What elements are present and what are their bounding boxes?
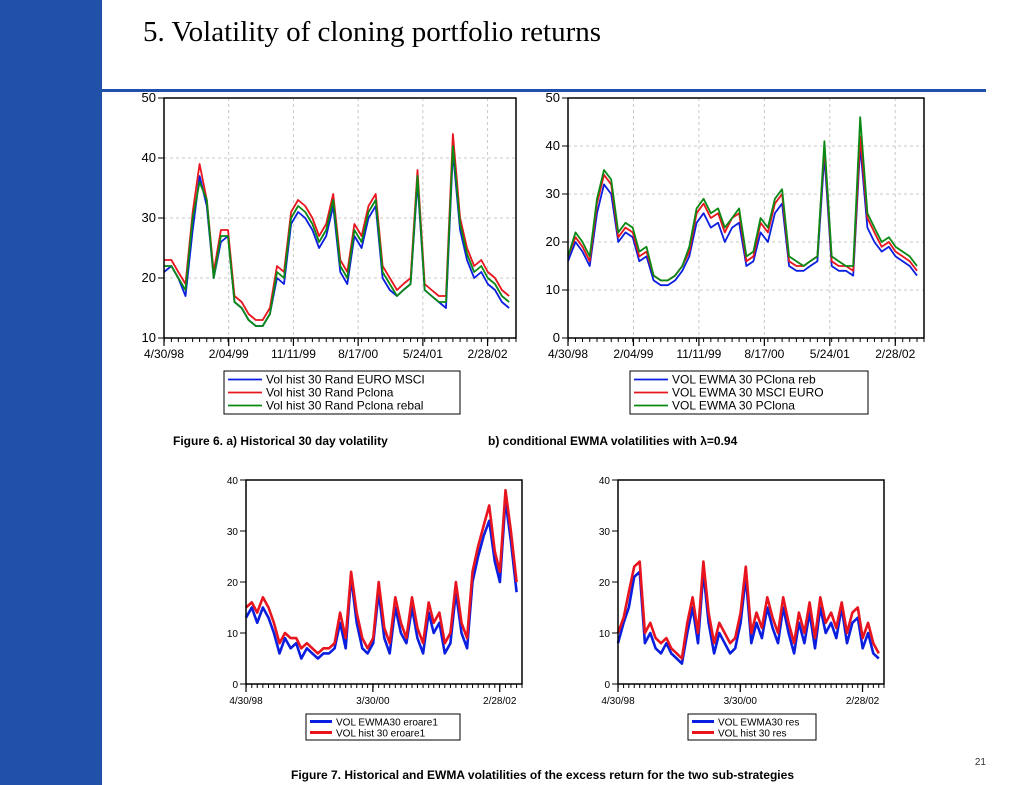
x-tick-label: 5/24/01 bbox=[810, 347, 850, 361]
caption-fig7: Figure 7. Historical and EWMA volatiliti… bbox=[291, 768, 794, 782]
x-tick-label: 8/17/00 bbox=[744, 347, 784, 361]
x-tick-label: 2/28/02 bbox=[875, 347, 915, 361]
series-line-3 bbox=[164, 145, 510, 327]
caption-fig6b: b) conditional EWMA volatilities with λ=… bbox=[488, 434, 738, 448]
x-tick-label: 4/30/98 bbox=[144, 347, 184, 361]
y-tick-label: 30 bbox=[599, 527, 611, 538]
y-tick-label: 10 bbox=[599, 629, 611, 640]
x-tick-label: 3/30/00 bbox=[724, 696, 758, 707]
legend-box bbox=[305, 713, 461, 741]
y-tick-label: 0 bbox=[553, 330, 560, 345]
caption-fig6a: Figure 6. a) Historical 30 day volatilit… bbox=[173, 434, 388, 448]
y-tick-label: 30 bbox=[546, 186, 560, 201]
legend-label-3: Vol hist 30 Rand Pclona rebal bbox=[266, 399, 423, 413]
slide-title: 5. Volatility of cloning portfolio retur… bbox=[143, 16, 602, 48]
x-tick-label: 2/28/02 bbox=[468, 347, 508, 361]
y-tick-label: 10 bbox=[546, 282, 560, 297]
legend-label-2: Vol hist 30 Rand Pclona bbox=[266, 386, 394, 400]
y-tick-label: 40 bbox=[546, 138, 560, 153]
legend-label-2: VOL hist 30 eroare1 bbox=[336, 729, 426, 740]
title-rule bbox=[36, 89, 986, 92]
y-tick-label: 30 bbox=[142, 210, 156, 225]
legend-label-1: VOL EWMA 30 PClona reb bbox=[672, 373, 816, 387]
y-tick-label: 20 bbox=[599, 578, 611, 589]
x-tick-label: 8/17/00 bbox=[338, 347, 378, 361]
legend-label-1: VOL EWMA30 eroare1 bbox=[336, 718, 438, 729]
legend-label-2: VOL EWMA 30 MSCI EURO bbox=[672, 386, 824, 400]
legend-box bbox=[687, 713, 817, 741]
y-tick-label: 20 bbox=[546, 234, 560, 249]
x-tick-label: 11/11/99 bbox=[676, 347, 721, 361]
x-tick-label: 2/28/02 bbox=[483, 696, 517, 707]
y-tick-label: 50 bbox=[546, 90, 560, 105]
y-tick-label: 50 bbox=[142, 90, 156, 105]
legend-label-2: VOL hist 30 res bbox=[718, 729, 787, 740]
y-tick-label: 0 bbox=[604, 680, 610, 691]
chart-fig7b: 0 10 20 30 40 4/30/98 3/30/00 2/28/02 VOL EWMA30… bbox=[599, 476, 885, 741]
x-tick-label: 2/04/99 bbox=[613, 347, 653, 361]
y-tick-label: 20 bbox=[227, 578, 239, 589]
series-line-2 bbox=[245, 488, 518, 655]
y-tick-label: 10 bbox=[142, 330, 156, 345]
page-number: 21 bbox=[974, 757, 986, 768]
plot-frame bbox=[617, 479, 885, 685]
x-tick-label: 5/24/01 bbox=[403, 347, 443, 361]
y-tick-label: 0 bbox=[232, 680, 238, 691]
series-line-2 bbox=[567, 135, 918, 282]
series-line-3 bbox=[567, 116, 918, 282]
legend-label-1: Vol hist 30 Rand EURO MSCI bbox=[266, 373, 425, 387]
x-tick-label: 4/30/98 bbox=[229, 696, 263, 707]
legend-label-1: VOL EWMA30 res bbox=[718, 718, 799, 729]
y-tick-label: 20 bbox=[142, 270, 156, 285]
x-tick-label: 3/30/00 bbox=[356, 696, 390, 707]
y-tick-label: 10 bbox=[227, 629, 239, 640]
series-line-2 bbox=[616, 560, 880, 660]
y-tick-label: 40 bbox=[599, 476, 611, 487]
sidebar-band bbox=[0, 0, 102, 785]
legend-label-3: VOL EWMA 30 PClona bbox=[672, 399, 795, 413]
x-tick-label: 4/30/98 bbox=[601, 696, 635, 707]
x-tick-label: 4/30/98 bbox=[548, 347, 588, 361]
x-tick-label: 2/28/02 bbox=[846, 696, 880, 707]
y-tick-label: 40 bbox=[227, 476, 239, 487]
plot-frame bbox=[245, 479, 523, 685]
legend-box bbox=[223, 370, 461, 415]
y-tick-label: 40 bbox=[142, 150, 156, 165]
x-tick-label: 2/04/99 bbox=[209, 347, 249, 361]
legend-box bbox=[629, 370, 869, 415]
y-tick-label: 30 bbox=[227, 527, 239, 538]
chart-fig6a: 10 20 30 40 50 4/30/98 2/04/99 11/11/99 8/17/00 5… bbox=[142, 90, 517, 415]
chart-fig6b: 0 10 20 30 40 50 4/30/98 2/04/99 11/11/99 8/17/00… bbox=[546, 90, 925, 415]
x-tick-label: 11/11/99 bbox=[271, 347, 316, 361]
chart-fig7a: 0 10 20 30 40 4/30/98 3/30/00 2/28/02 VOL EWMA30… bbox=[227, 476, 523, 741]
